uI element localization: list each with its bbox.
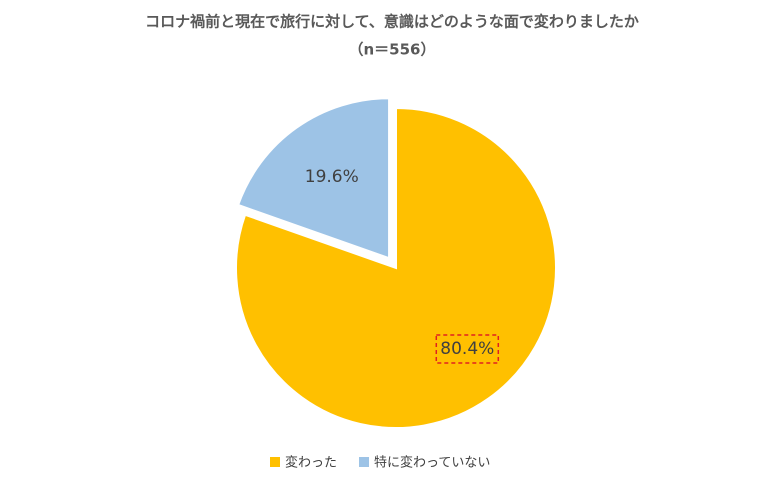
legend-swatch [359,457,370,467]
legend-label: 特に変わっていない [374,455,490,471]
value-label: 19.6% [305,167,359,187]
chart-subtitle: （n＝556） [349,41,436,59]
pie-slice [235,106,557,429]
chart-title: コロナ禍前と現在で旅行に対して、意識はどのような面で変わりましたか [145,13,639,31]
value-label: 80.4% [440,339,494,359]
legend-swatch [270,457,280,467]
highlight-box [435,334,500,364]
pie-slice [236,97,391,260]
legend-label: 変わった [285,455,337,471]
